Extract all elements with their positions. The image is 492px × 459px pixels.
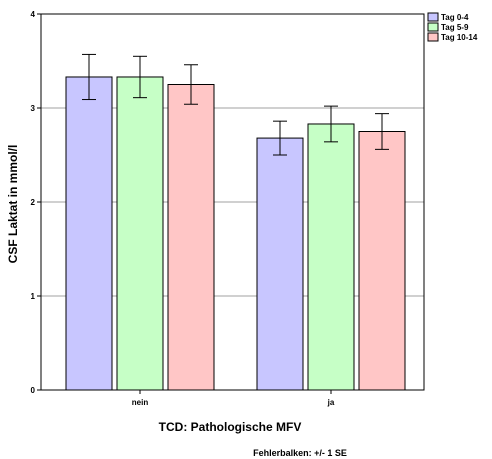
bar-nein-2 — [167, 84, 215, 391]
x-axis: nein ja — [132, 390, 335, 407]
y-tick-label: 1 — [31, 292, 36, 301]
y-tick-label: 4 — [31, 10, 36, 19]
legend-label: Tag 10-14 — [441, 33, 478, 42]
bar-nein-1 — [116, 76, 164, 391]
y-axis: 0 1 2 3 4 — [31, 10, 41, 395]
bar-ja-2 — [358, 131, 406, 391]
bar-ja-1 — [307, 123, 355, 391]
error-bar — [375, 113, 389, 150]
y-tick-label: 2 — [31, 198, 36, 207]
bars-layer — [65, 76, 406, 391]
error-bar — [133, 55, 147, 99]
bar-nein-0 — [65, 76, 113, 391]
legend-item: Tag 10-14 — [427, 32, 478, 42]
error-bar-footnote: Fehlerbalken: +/- 1 SE — [253, 448, 347, 458]
x-tick-label: nein — [132, 398, 149, 407]
error-bar — [324, 105, 338, 143]
error-bar — [273, 120, 287, 156]
legend-swatch — [427, 22, 439, 32]
legend-label: Tag 0-4 — [441, 13, 469, 22]
y-axis-label: CSF Laktat in mmol/l — [6, 145, 20, 264]
legend-label: Tag 5-9 — [441, 23, 469, 32]
legend-item: Tag 5-9 — [427, 22, 469, 32]
error-bars-layer — [82, 53, 389, 156]
error-bar — [184, 64, 198, 105]
legend-swatch — [427, 12, 439, 22]
error-bar — [82, 53, 96, 101]
legend-item: Tag 0-4 — [427, 12, 469, 22]
x-axis-label: TCD: Pathologische MFV — [159, 420, 302, 434]
y-tick-label: 0 — [31, 386, 36, 395]
legend-swatch — [427, 32, 439, 42]
bar-ja-0 — [256, 137, 304, 391]
x-tick-label: ja — [327, 398, 335, 407]
y-tick-label: 3 — [31, 104, 36, 113]
